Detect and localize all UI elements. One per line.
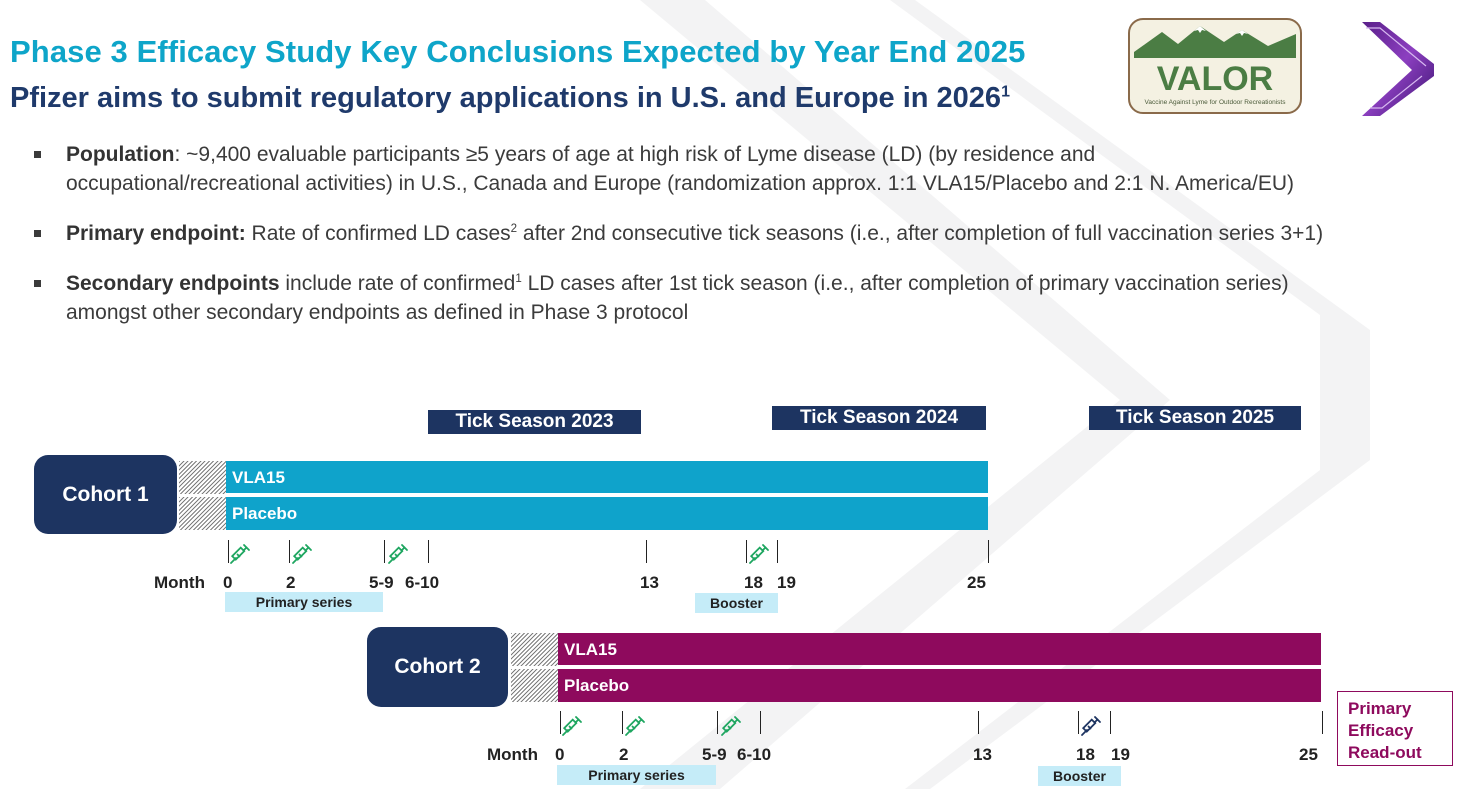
cohort-1-hatch-placebo: [179, 497, 226, 530]
tick-icon: [988, 540, 989, 563]
cohort-1-month-25: 25: [967, 573, 986, 592]
syringe-icon: [721, 716, 741, 736]
page-subtitle: Pfizer aims to submit regulatory applica…: [10, 82, 1010, 114]
cohort-2-month-25: 25: [1299, 745, 1318, 764]
cohort-2-month-2: 2: [619, 745, 629, 764]
cohort-2-month-5-9: 5-9: [702, 745, 727, 764]
cohort-1-month-0: 0: [223, 573, 233, 592]
cohort-1-month-2: 2: [286, 573, 296, 592]
cohort-2-hatch-vla15: [511, 633, 558, 666]
bullet-square-icon: [34, 230, 41, 237]
tick-icon: [228, 540, 229, 563]
tick-icon: [1110, 711, 1111, 734]
tick-icon: [622, 711, 623, 734]
cohort-2-booster: Booster: [1038, 766, 1121, 786]
primary-efficacy-readout-box: Primary Efficacy Read-out: [1337, 691, 1453, 766]
cohort-1-month-13: 13: [640, 573, 659, 592]
tick-icon: [428, 540, 429, 563]
tick-icon: [717, 711, 718, 734]
tick-season-2025: Tick Season 2025: [1089, 406, 1301, 430]
syringe-icon: [562, 716, 582, 736]
bullet-square-icon: [34, 280, 41, 287]
bullet-secondary-endpoints: Secondary endpoints include rate of conf…: [34, 269, 1324, 327]
syringe-icon: [1081, 716, 1101, 736]
syringe-icon: [749, 544, 769, 564]
cohort-1-booster: Booster: [695, 593, 778, 613]
bullet-population: Population: ~9,400 evaluable participant…: [34, 140, 1324, 198]
cohort-2-month-label: Month: [487, 745, 538, 764]
tick-icon: [1322, 711, 1323, 734]
tick-season-2024: Tick Season 2024: [772, 406, 986, 430]
readout-line-2: Efficacy: [1348, 721, 1414, 740]
mountain-icon: [1134, 26, 1296, 58]
tick-icon: [646, 540, 647, 563]
page-title: Phase 3 Efficacy Study Key Conclusions E…: [10, 34, 1026, 69]
cohort-1-month-19: 19: [777, 573, 796, 592]
readout-line-1: Primary: [1348, 699, 1412, 718]
cohort-2-month-18: 18: [1076, 745, 1095, 764]
cohort-2-hatch-placebo: [511, 669, 558, 702]
tick-season-2023: Tick Season 2023: [428, 410, 641, 434]
syringe-icon: [230, 544, 250, 564]
cohort-1-month-5-9: 5-9: [369, 573, 394, 592]
valor-wordmark: VALOR: [1157, 60, 1273, 98]
tick-icon: [760, 711, 761, 734]
cohort-2-vla15-bar: VLA15: [558, 633, 1321, 665]
cohort-1-month-6-10: 6-10: [405, 573, 440, 592]
cohort-2-month-0: 0: [555, 745, 565, 764]
bullet-square-icon: [34, 151, 41, 158]
readout-line-3: Read-out: [1348, 743, 1422, 762]
cohort-2-month-6-10: 6-10: [737, 745, 772, 764]
cohort-2-month-19: 19: [1111, 745, 1130, 764]
tick-icon: [978, 711, 979, 734]
cohort-1-vla15-bar: VLA15: [226, 461, 988, 493]
cohort-1-label: Cohort 1: [34, 455, 177, 534]
tick-icon: [1078, 711, 1079, 734]
tick-icon: [777, 540, 778, 563]
cohort-1-month-label: Month: [154, 573, 205, 592]
cohort-2-month-13: 13: [973, 745, 992, 764]
tick-icon: [384, 540, 385, 563]
cohort-2-label: Cohort 2: [367, 627, 508, 707]
cohort-1-placebo-bar: Placebo: [226, 497, 988, 530]
tick-icon: [560, 711, 561, 734]
tick-icon: [746, 540, 747, 563]
cohort-2-placebo-bar: Placebo: [558, 669, 1321, 702]
syringe-icon: [388, 544, 408, 564]
key-conclusions-list: Population: ~9,400 evaluable participant…: [34, 140, 1324, 327]
valor-tagline: Vaccine Against Lyme for Outdoor Recreat…: [1145, 99, 1287, 106]
chevron-logo-icon: [1362, 22, 1434, 116]
syringe-icon: [625, 716, 645, 736]
syringe-icon: [292, 544, 312, 564]
tick-icon: [289, 540, 290, 563]
bullet-primary-endpoint: Primary endpoint: Rate of confirmed LD c…: [34, 219, 1324, 248]
valor-logo: VALOR Vaccine Against Lyme for Outdoor R…: [1128, 18, 1302, 114]
cohort-2-primary-series: Primary series: [557, 765, 716, 785]
cohort-1-month-18: 18: [744, 573, 763, 592]
cohort-1-primary-series: Primary series: [225, 592, 383, 612]
cohort-1-hatch-vla15: [179, 461, 226, 494]
